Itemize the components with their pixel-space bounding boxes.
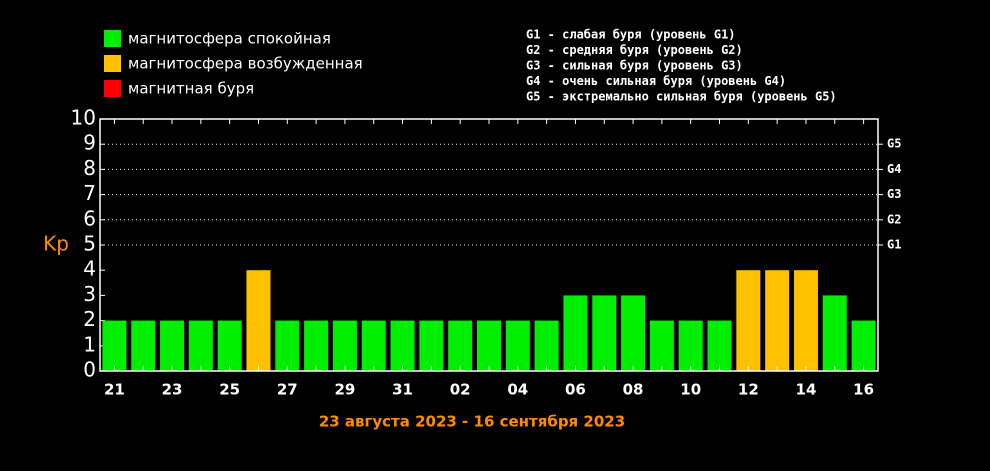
legend-swatch [104,55,121,72]
bar [332,320,357,371]
y2-tick-label: G2 [887,212,901,226]
bar [505,320,530,371]
y-tick-label: 4 [83,257,96,281]
bar [246,270,271,371]
y-axis-label: Kp [43,232,69,256]
bar [419,320,444,371]
bar [534,320,559,371]
legend-label: магнитосфера спокойная [128,30,331,48]
x-tick-label: 21 [104,381,125,399]
legend-swatch [104,80,121,97]
storm-note: G5 - экстремально сильная буря (уровень … [526,90,837,104]
x-tick-label: 08 [623,381,644,399]
y2-tick-label: G1 [887,238,901,252]
bar [765,270,790,371]
bar [736,270,761,371]
x-tick-label: 27 [277,381,298,399]
bar [678,320,703,371]
bar [793,270,818,371]
x-tick-label: 12 [738,381,759,399]
bar [390,320,415,371]
y-tick-label: 1 [83,332,96,356]
x-tick-label: 23 [162,381,183,399]
x-tick-label: 10 [680,381,701,399]
bar [822,295,847,371]
bar [477,320,501,371]
bar [621,295,646,371]
y2-tick-label: G3 [887,187,901,201]
bar [102,320,127,371]
y-tick-label: 3 [83,282,96,306]
bar [160,320,185,371]
storm-note: G2 - средняя буря (уровень G2) [526,43,743,57]
x-tick-label: 04 [507,381,528,399]
y-tick-label: 0 [83,358,96,382]
x-tick-label: 31 [392,381,413,399]
bar [649,320,674,371]
x-tick-label: 06 [565,381,586,399]
bar [188,320,213,371]
y-tick-label: 9 [83,131,96,155]
y-tick-label: 5 [83,232,96,256]
bar [304,320,329,371]
y-tick-label: 10 [71,106,96,130]
x-tick-label: 25 [219,381,240,399]
y2-tick-label: G5 [887,137,901,151]
x-tick-label: 02 [450,381,471,399]
legend-label: магнитосфера возбужденная [128,55,363,73]
storm-note: G3 - сильная буря (уровень G3) [526,59,743,73]
x-tick-label: 29 [334,381,355,399]
bar [361,320,386,371]
plot-frame [99,118,879,372]
bar [563,295,588,371]
y2-tick-label: G4 [887,162,901,176]
y-tick-label: 8 [83,156,96,180]
storm-note: G1 - слабая буря (уровень G1) [526,28,736,42]
bar [217,320,242,371]
y-tick-label: 2 [83,307,96,331]
legend-label: магнитная буря [128,80,254,98]
y-tick-label: 7 [83,181,96,205]
bar [131,320,156,371]
bar [275,320,300,371]
y-tick-label: 6 [83,206,96,230]
x-tick-label: 14 [796,381,817,399]
bar [707,320,732,371]
x-tick-label: 16 [853,381,874,399]
bar [851,320,876,371]
bar [592,295,617,371]
storm-note: G4 - очень сильная буря (уровень G4) [526,74,786,88]
bar [448,320,473,371]
x-axis-label: 23 августа 2023 - 16 сентября 2023 [319,413,625,431]
legend-swatch [104,30,121,47]
